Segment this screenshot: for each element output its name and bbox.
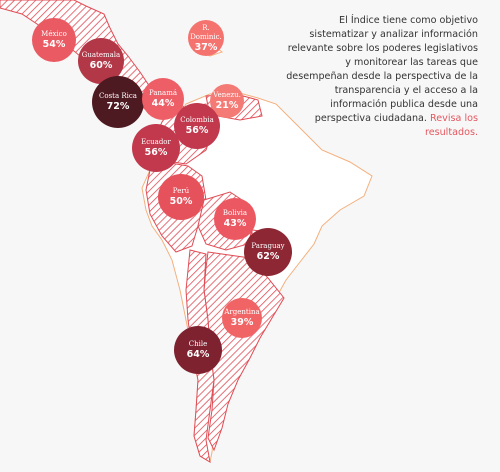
bubble-argentina[interactable]: Argentina 39% <box>222 298 262 338</box>
bubble-label: México <box>41 30 67 38</box>
bubble-value: 50% <box>169 196 193 207</box>
bubble-value: 56% <box>144 147 168 158</box>
bubble-value: 64% <box>186 349 210 360</box>
bubble-value: 39% <box>230 317 254 328</box>
bubble-label: Venezu. <box>213 91 241 99</box>
bubble-r-dominicana[interactable]: R. Dominic. 37% <box>188 20 224 56</box>
bubble-value: 44% <box>151 98 175 109</box>
bubble-value: 62% <box>256 251 280 262</box>
bubble-label: Costa Rica <box>99 92 137 100</box>
bubble-value: 21% <box>215 100 239 111</box>
bubble-label: Perú <box>172 187 190 195</box>
bubble-value: 72% <box>106 101 130 112</box>
bubble-paraguay[interactable]: Paraguay 62% <box>244 228 292 276</box>
bubble-mexico[interactable]: México 54% <box>32 18 76 62</box>
bubble-label: Guatemala <box>81 51 121 59</box>
bubble-peru[interactable]: Perú 50% <box>158 174 204 220</box>
bubble-label: Colombia <box>180 116 214 124</box>
bubble-bolivia[interactable]: Bolivia 43% <box>214 198 256 240</box>
bubble-costa-rica[interactable]: Costa Rica 72% <box>92 76 144 128</box>
bubble-colombia[interactable]: Colombia 56% <box>174 103 220 149</box>
bubble-label: Bolivia <box>222 209 248 217</box>
bubble-value: 54% <box>42 39 66 50</box>
bubble-value: 60% <box>89 60 113 71</box>
bubble-ecuador[interactable]: Ecuador 56% <box>132 124 180 172</box>
bubble-label: Ecuador <box>141 138 171 146</box>
bubble-label: Argentina <box>224 308 260 316</box>
bubble-label: Panamá <box>148 89 178 97</box>
bubble-chile[interactable]: Chile 64% <box>174 326 222 374</box>
bubble-label: Chile <box>188 340 208 348</box>
bubble-value: 43% <box>223 218 247 229</box>
bubble-value: 37% <box>194 41 218 53</box>
bubble-label: R. Dominic. <box>190 23 222 41</box>
bubble-label: Paraguay <box>251 242 285 250</box>
bubble-value: 56% <box>185 125 209 136</box>
intro-paragraph: El Índice tiene como objetivo sistematiz… <box>282 14 478 140</box>
results-link[interactable]: Revisa los resultados. <box>424 113 478 138</box>
intro-text: El Índice tiene como objetivo sistematiz… <box>286 15 478 124</box>
